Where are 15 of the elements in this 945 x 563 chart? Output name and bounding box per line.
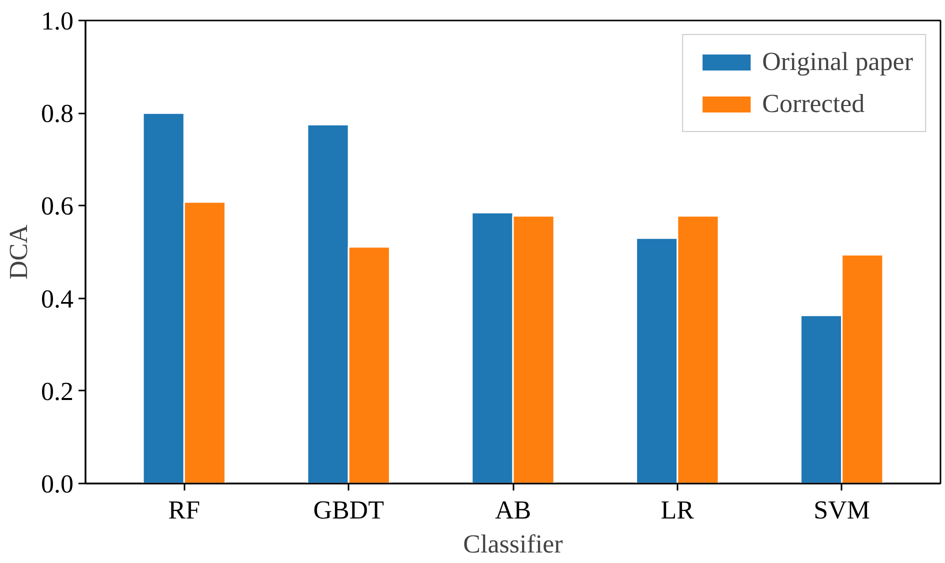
y-tick-label: 0.4	[41, 284, 74, 314]
y-tick-label: 0.8	[41, 99, 74, 128]
y-tick-label: 0.2	[41, 376, 74, 406]
y-tick-label: 1.0	[41, 6, 74, 36]
x-axis-title: Classifier	[463, 530, 564, 558]
x-tick-label: SVM	[814, 496, 870, 524]
legend-label: Corrected	[762, 89, 865, 119]
legend-label: Original paper	[762, 47, 913, 77]
y-tick-label: 0.0	[41, 470, 74, 498]
x-tick-label: GBDT	[313, 496, 384, 524]
y-tick-label: 0.6	[41, 192, 74, 221]
x-tick-label: RF	[168, 496, 200, 524]
x-tick-label: AB	[494, 496, 532, 524]
y-axis-title: DCA	[4, 224, 33, 280]
x-tick-label: LR	[660, 496, 695, 524]
